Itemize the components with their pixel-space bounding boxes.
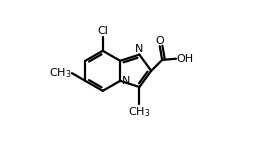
Text: CH$_3$: CH$_3$ [49, 66, 71, 80]
Text: N: N [122, 76, 130, 86]
Text: O: O [155, 36, 164, 46]
Text: Cl: Cl [97, 26, 108, 36]
Text: OH: OH [177, 54, 194, 64]
Text: N: N [135, 44, 144, 54]
Text: CH$_3$: CH$_3$ [128, 105, 150, 119]
